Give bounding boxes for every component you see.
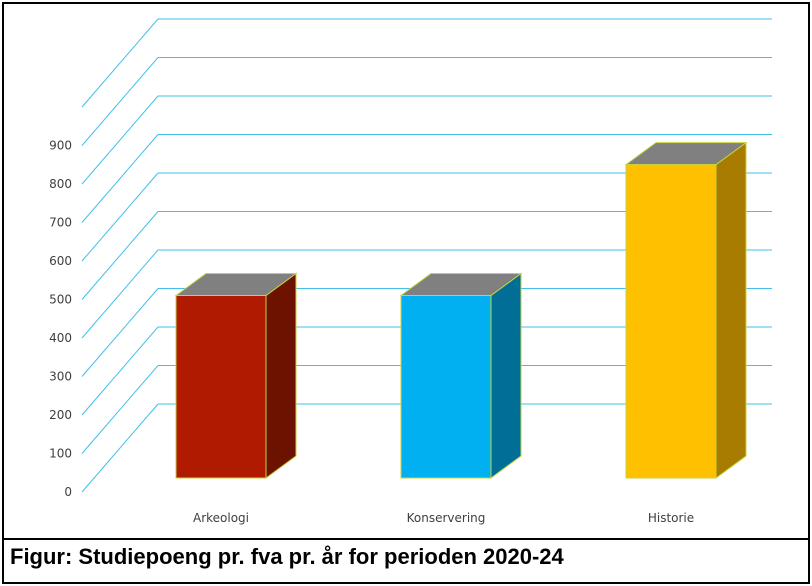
y-tick-label: 300 [49, 370, 72, 384]
gridline-diagonal [81, 95, 159, 185]
bar-konservering [399, 272, 523, 479]
y-tick-label: 900 [49, 139, 72, 153]
y-tick-label: 400 [49, 331, 72, 345]
bar-front [625, 164, 717, 479]
y-tick-label: 200 [49, 408, 72, 422]
bar-historie [624, 141, 748, 479]
x-category-label: Konservering [407, 511, 486, 525]
bars [174, 141, 748, 479]
y-axis-ticks: 0 100 200 300 400 500 600 700 800 900 [49, 139, 72, 500]
y-tick-label: 600 [49, 254, 72, 268]
y-tick-label: 700 [49, 216, 72, 230]
bar-side [490, 272, 522, 479]
bar-arkeologi [174, 272, 298, 479]
x-category-label: Historie [648, 511, 694, 525]
gridline-diagonal [81, 365, 159, 454]
bar-side [715, 141, 747, 479]
chart-area: 0 100 200 300 400 500 600 700 800 900 Arkeologi Ko… [4, 4, 808, 540]
bar-front [175, 295, 267, 479]
gridline-diagonal [81, 211, 159, 300]
y-tick-label: 500 [49, 293, 72, 307]
gridline-diagonal [81, 288, 159, 377]
gridline-diagonal [81, 18, 159, 108]
bar-front [400, 295, 492, 479]
gridline-diagonal [81, 134, 159, 223]
figure-caption: Figur: Studiepoeng pr. fva pr. år for pe… [10, 544, 564, 569]
gridline-diagonal [81, 172, 159, 262]
y-tick-label: 800 [49, 177, 72, 191]
y-tick-label: 100 [49, 447, 72, 461]
x-axis-labels: Arkeologi Konservering Historie [193, 511, 694, 525]
bar-side [265, 272, 297, 479]
gridline-diagonal [81, 249, 159, 339]
gridline-diagonal [81, 403, 159, 493]
y-tick-label: 0 [64, 485, 72, 499]
gridline-diagonal [81, 326, 159, 416]
x-category-label: Arkeologi [193, 511, 249, 525]
gridline-diagonal [81, 57, 159, 146]
bar-chart: 0 100 200 300 400 500 600 700 800 900 Arkeologi Ko… [49, 18, 772, 525]
